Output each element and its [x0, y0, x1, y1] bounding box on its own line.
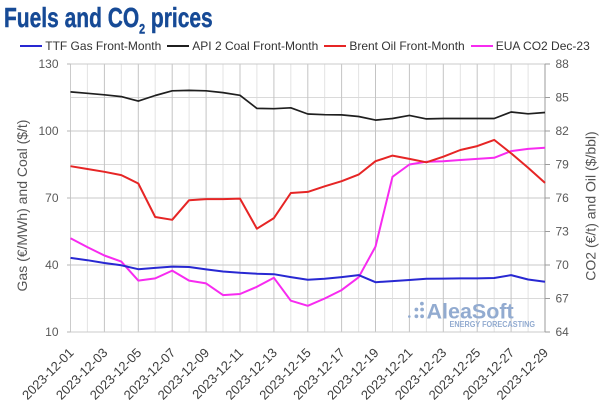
svg-text:ENERGY FORECASTING: ENERGY FORECASTING — [450, 320, 536, 329]
svg-text:85: 85 — [556, 90, 570, 104]
svg-text:82: 82 — [556, 124, 570, 138]
svg-text:130: 130 — [38, 57, 58, 71]
svg-text:64: 64 — [556, 325, 570, 339]
svg-text:73: 73 — [556, 224, 570, 238]
svg-text:AleaSoft: AleaSoft — [427, 300, 514, 324]
svg-text:79: 79 — [556, 157, 570, 171]
svg-text:70: 70 — [45, 191, 59, 205]
svg-text:67: 67 — [556, 291, 570, 305]
svg-text:88: 88 — [556, 57, 570, 71]
svg-text:CO2 (€/t) and Oil ($/bbl): CO2 (€/t) and Oil ($/bbl) — [583, 131, 599, 280]
svg-text:70: 70 — [556, 258, 570, 272]
svg-text:40: 40 — [45, 258, 59, 272]
svg-text:Gas (€/MWh) and Coal ($/t): Gas (€/MWh) and Coal ($/t) — [14, 120, 30, 292]
svg-text:100: 100 — [38, 124, 58, 138]
svg-text:10: 10 — [45, 325, 59, 339]
svg-text:76: 76 — [556, 191, 570, 205]
